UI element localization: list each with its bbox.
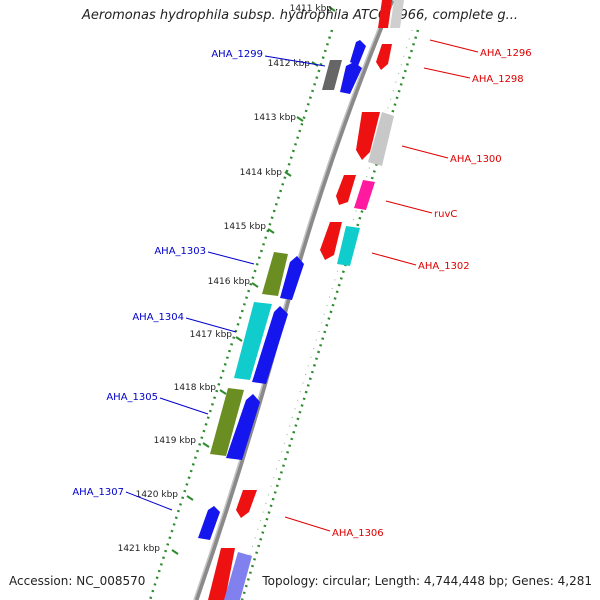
gene-label-aha-1300[interactable]: AHA_1300 [450,154,502,165]
gene-aha1299b-glyph[interactable] [340,62,362,94]
gene-aha1303-glyph[interactable] [280,256,304,300]
forward-genes [198,40,366,540]
kbp-label-1411: 1411 kbp [290,4,333,14]
gene-aha1305-olive-glyph[interactable] [210,388,244,456]
gene-aha1302-glyph[interactable] [337,226,360,266]
gene-label-ruvc[interactable]: ruvC [434,209,457,220]
outer-dotted-track-left [148,29,334,600]
gene-aha1299-glyph[interactable] [350,40,366,66]
gene-label-aha-1302[interactable]: AHA_1302 [418,261,470,272]
gene-aha1296b-glyph[interactable] [390,0,404,28]
gene-label-aha-1298[interactable]: AHA_1298 [472,74,524,85]
gene-aha1306-glyph[interactable] [236,490,257,518]
gene-aha1300-glyph[interactable] [368,112,394,166]
topology-footer: Topology: circular; Length: 4,744,448 bp… [262,574,592,588]
gene-label-aha-1296[interactable]: AHA_1296 [480,48,532,59]
gene-label-aha-1305[interactable]: AHA_1305 [106,392,158,403]
gene-label-aha-1306[interactable]: AHA_1306 [332,528,384,539]
gene-aha1305-glyph[interactable] [226,394,260,460]
gene-aha1307-glyph[interactable] [198,506,220,540]
genome-backbone-highlight [193,0,391,600]
gene-label-aha-1303[interactable]: AHA_1303 [154,246,206,257]
gene-aha1297-glyph[interactable] [376,44,392,70]
right-leader-lines [284,39,479,532]
map-title: Aeromonas hydrophila subsp. hydrophila A… [81,8,519,23]
kbp-label-1412: 1412 kbp [268,59,311,69]
kbp-label-1415: 1415 kbp [224,222,267,232]
kbp-label-1419: 1419 kbp [154,436,197,446]
kbp-label-1413: 1413 kbp [254,113,297,123]
gene-aha1304-glyph[interactable] [252,306,288,384]
gene-aha1301-glyph[interactable] [320,222,342,260]
gene-aha1298-glyph[interactable] [356,112,380,160]
gene-aha1299-grey-glyph[interactable] [322,60,342,90]
gene-aha1300b-glyph[interactable] [336,175,356,205]
kbp-label-1416: 1416 kbp [208,277,251,287]
kbp-label-1414: 1414 kbp [240,168,283,178]
kbp-label-1421: 1421 kbp [118,544,161,554]
gene-ruvc-glyph[interactable] [354,180,375,210]
kbp-tick-marks [171,6,336,555]
gene-aha1303-olive-glyph[interactable] [262,252,288,296]
gene-aha1308-glyph[interactable] [208,548,235,600]
gene-aha1309-glyph[interactable] [224,552,252,600]
gene-label-aha-1304[interactable]: AHA_1304 [132,312,184,323]
gene-aha1304-cyan-glyph[interactable] [234,302,272,380]
kbp-label-1417: 1417 kbp [190,330,233,340]
kbp-label-1418: 1418 kbp [174,383,217,393]
gene-aha1296-glyph[interactable] [378,0,392,28]
kbp-label-1420: 1420 kbp [136,490,179,500]
accession-footer: Accession: NC_008570 [9,574,146,588]
gene-label-aha-1299[interactable]: AHA_1299 [211,49,263,60]
gene-label-aha-1307[interactable]: AHA_1307 [72,487,124,498]
gene-glyphs [208,0,404,600]
genome-backbone [193,0,395,600]
left-leader-lines [125,55,326,511]
